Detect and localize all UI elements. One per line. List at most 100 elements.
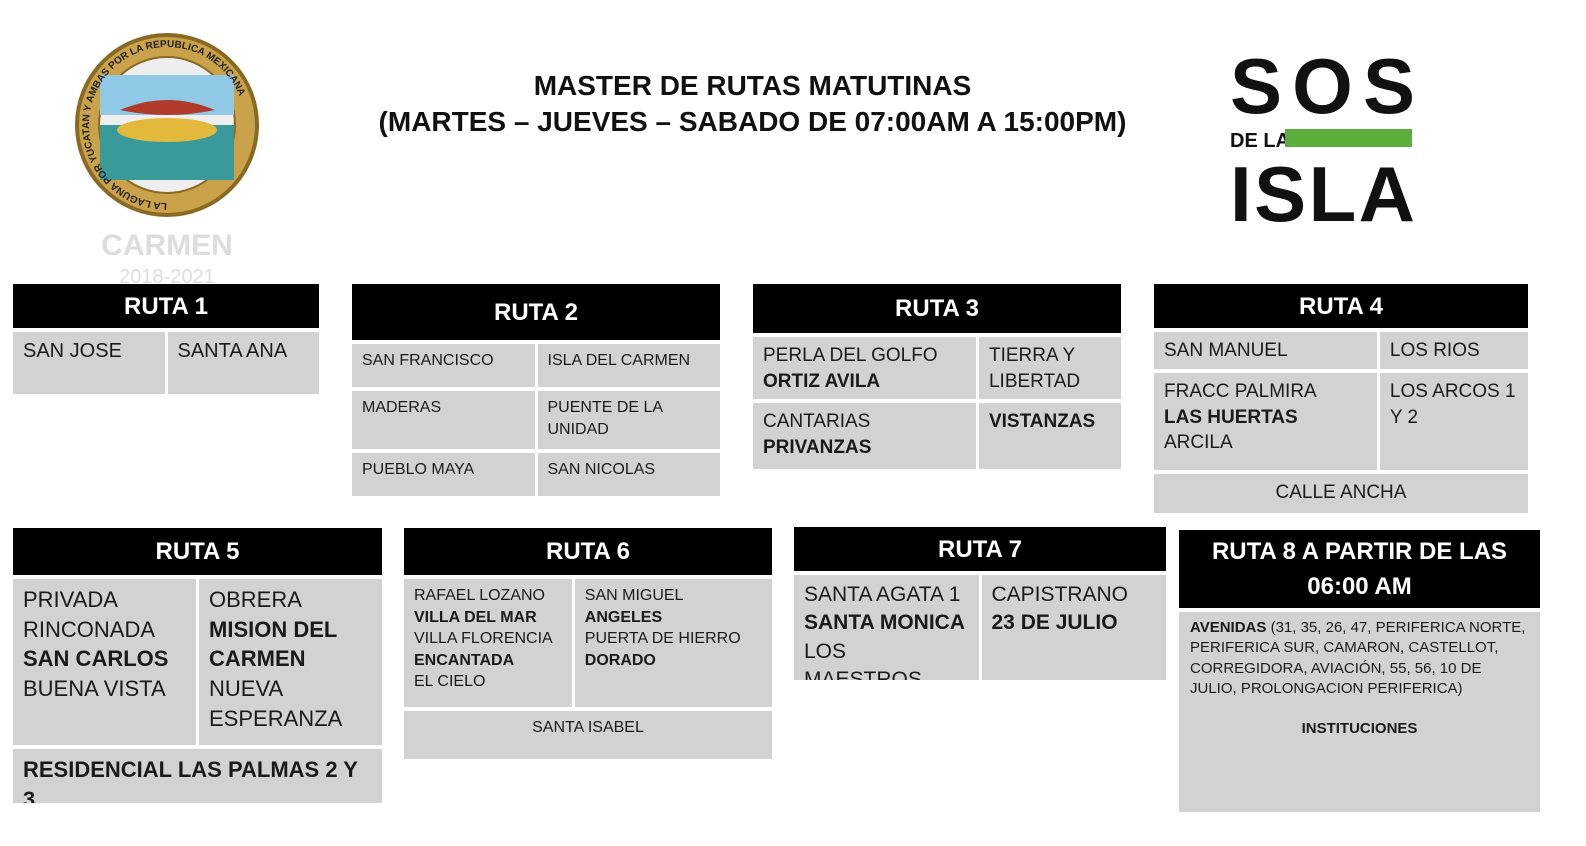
cell-line: TIERRA Y LIBERTAD (989, 343, 1111, 394)
route-cell: TIERRA Y LIBERTAD (978, 337, 1121, 399)
route-row: PERLA DEL GOLFO ORTIZ AVILA TIERRA Y LIBER… (753, 337, 1121, 399)
seal-name: CARMEN (101, 229, 233, 262)
cell-text: FRACC PALMIRA (1164, 381, 1317, 402)
route-row: FRACC PALMIRA LAS HUERTAS ARCILA LOS ARCOS … (1154, 373, 1528, 470)
route-cell: SANTA ANA (167, 332, 319, 394)
route-cell: PUEBLO MAYA (352, 453, 535, 496)
cell-text: LOS RIOS (1389, 340, 1480, 361)
route-cell: MADERAS (352, 391, 535, 449)
cell-line: CALLE ANCHA (1164, 480, 1518, 506)
cell-line: PRIVADA (23, 585, 186, 615)
cell-line: 23 DE JULIO (992, 609, 1157, 637)
cell-text: MADERAS (362, 399, 442, 416)
cell-text: VILLA FLORENCIA (414, 630, 553, 648)
cell-text: AVENIDAS (1190, 619, 1267, 636)
cell-text: SAN JOSE (23, 340, 122, 362)
cell-line: EL CIELO (414, 671, 562, 693)
route-title: RUTA 7 (794, 527, 1166, 571)
route-cell: SANTA AGATA 1 SANTA MONICA LOS MAESTROS (794, 575, 979, 680)
route-row: CANTARIAS PRIVANZAS VISTANZAS (753, 403, 1121, 469)
cell-line: SANTA AGATA 1 (804, 581, 969, 609)
route-row: RESIDENCIAL LAS PALMAS 2 Y 3 (13, 749, 382, 803)
cell-text: VISTANZAS (988, 411, 1096, 432)
route-cell: CALLE ANCHA (1154, 474, 1528, 513)
cell-text: MISION DEL CARMEN (209, 616, 337, 672)
route-cell: SAN FRANCISCO (352, 344, 535, 387)
cell-line: SANTA ANA (178, 338, 310, 365)
route-cell: LOS ARCOS 1 Y 2 (1379, 373, 1528, 470)
cell-line: PRIVANZAS (763, 435, 966, 461)
route: RUTA 7 SANTA AGATA 1 SANTA MONICA LOS MAEST… (794, 527, 1166, 680)
cell-text: SANTA MONICA (804, 611, 965, 635)
cell-text: ISLA DEL CARMEN (547, 352, 691, 369)
cell-line: MISION DEL CARMEN (209, 615, 372, 674)
route-row: PRIVADA RINCONADA SAN CARLOS BUENA VISTA OBR… (13, 579, 382, 745)
route: RUTA 1 SAN JOSE SANTA ANA (13, 284, 319, 394)
route-row: SAN FRANCISCO ISLA DEL CARMEN (352, 344, 720, 387)
cell-line: VILLA FLORENCIA (414, 628, 562, 650)
cell-line: FRACC PALMIRA (1164, 379, 1367, 405)
title-line: MASTER DE RUTAS MATUTINAS (533, 70, 972, 101)
cell-line: PUENTE DE LA UNIDAD (548, 397, 711, 440)
route-cell: SANTA ISABEL (404, 711, 772, 759)
route-row: SANTA AGATA 1 SANTA MONICA LOS MAESTROS CAP… (794, 575, 1166, 680)
cell-text: BUENA VISTA (23, 676, 166, 702)
cell-text: PRIVANZAS (763, 436, 872, 458)
route-cell: ISLA DEL CARMEN (537, 344, 720, 387)
cell-text: SANTA ISABEL (532, 719, 644, 736)
cell-text: PUERTA DE HIERRO (584, 630, 741, 648)
route-cell: SAN JOSE (13, 332, 165, 394)
cell-line: INSTITUCIONES (1190, 719, 1529, 739)
cell-text: LOS MAESTROS (804, 639, 922, 680)
cell-line: ISLA DEL CARMEN (548, 350, 711, 372)
cell-text: PRIVADA (23, 587, 118, 612)
cell-line: ARCILA (1164, 430, 1367, 456)
cell-text: CALLE ANCHA (1275, 482, 1407, 503)
route-cell: PERLA DEL GOLFO ORTIZ AVILA (753, 337, 976, 399)
route: RUTA 4 SAN MANUEL LOS RIOS FRACC PALMIRA LAS… (1154, 284, 1528, 513)
cell-line: PUEBLO MAYA (362, 459, 525, 481)
cell-line: RESIDENCIAL LAS PALMAS 2 Y 3 (23, 755, 372, 803)
cell-text: SAN NICOLAS (547, 461, 656, 478)
cell-text: LAS HUERTAS (1164, 406, 1298, 428)
cell-line: OBRERA (209, 585, 372, 615)
cell-text: VILLA DEL MAR (414, 608, 537, 626)
route-title: RUTA 3 (753, 284, 1121, 333)
cell-text: RAFAEL LOZANO (414, 587, 545, 604)
route-cell: PRIVADA RINCONADA SAN CARLOS BUENA VISTA (13, 579, 196, 745)
cell-text: PUENTE DE LA UNIDAD (547, 399, 663, 438)
cell-text: SANTA AGATA 1 (804, 583, 961, 606)
cell-text: INSTITUCIONES (1301, 720, 1418, 737)
cell-line: SANTA ISABEL (414, 717, 762, 739)
route-cell: SAN MANUEL (1154, 332, 1377, 369)
cell-line: SAN MANUEL (1164, 338, 1367, 364)
route-row: AVENIDAS (31, 35, 26, 47, PERIFERICA NOR… (1179, 612, 1540, 812)
route-cell: PUENTE DE LA UNIDAD (537, 391, 720, 449)
logo-sos-mid: DE LA (1230, 130, 1290, 152)
route-title: RUTA 5 (13, 528, 382, 575)
route-title: RUTA 6 (404, 528, 772, 575)
cell-line: SAN NICOLAS (548, 459, 711, 481)
route-cell: LOS RIOS (1379, 332, 1528, 369)
cell-line: AVENIDAS (31, 35, 26, 47, PERIFERICA NOR… (1190, 618, 1529, 699)
cell-text: CANTARIAS (763, 411, 871, 432)
cell-line: SAN CARLOS (23, 644, 186, 674)
cell-line: CANTARIAS (763, 409, 966, 435)
cell-line: BUENA VISTA (23, 674, 186, 704)
cell-text: LOS ARCOS 1 Y 2 (1389, 381, 1516, 428)
route-cell: RESIDENCIAL LAS PALMAS 2 Y 3 (13, 749, 382, 803)
route-row: SAN JOSE SANTA ANA (13, 332, 319, 394)
cell-text: 23 DE JULIO (991, 611, 1118, 635)
logo-carmen: LA LAGUNA POR YUCATAN Y AMBAS POR LA REP… (75, 33, 259, 285)
route-row: SANTA ISABEL (404, 711, 772, 759)
route-title: RUTA 4 (1154, 284, 1528, 328)
cell-text: TIERRA Y LIBERTAD (988, 345, 1081, 392)
seal-island (117, 118, 217, 142)
cell-text: NUEVA ESPERANZA (209, 676, 343, 731)
cell-line: LOS ARCOS 1 Y 2 (1390, 379, 1518, 430)
cell-text: SAN CARLOS (23, 646, 169, 672)
cell-line: ENCANTADA (414, 650, 562, 672)
cell-text: SAN MIGUEL (584, 587, 684, 604)
